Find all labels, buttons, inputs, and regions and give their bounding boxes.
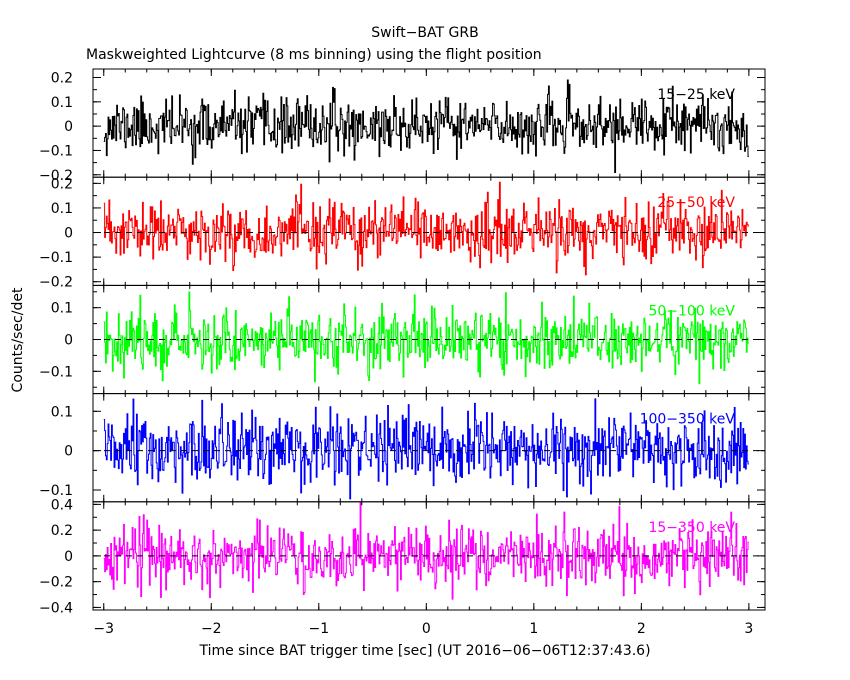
lightcurve-series-15-350-kev bbox=[103, 501, 749, 600]
ytick-label: 0.2 bbox=[51, 523, 73, 539]
chart-subtitle: Maskweighted Lightcurve (8 ms binning) u… bbox=[86, 47, 542, 63]
lightcurve-series-15-25-kev bbox=[103, 79, 749, 174]
ytick-label: −0.2 bbox=[39, 275, 73, 291]
ytick-label: 0 bbox=[64, 226, 73, 242]
ytick-label: 0.4 bbox=[51, 497, 73, 513]
panel-15-350-kev: −0.4 −0.2 0 0.2 0.4 15−350 keV bbox=[39, 497, 766, 616]
ytick-label: 0.1 bbox=[51, 201, 73, 217]
ytick-label: 0.1 bbox=[51, 95, 73, 111]
ytick-label: −0.1 bbox=[39, 250, 73, 266]
chart-title: Swift−BAT GRB bbox=[371, 25, 478, 41]
panel-50-100-kev: −0.1 0 0.1 50−100 keV bbox=[39, 284, 766, 395]
xtick-label: −1 bbox=[308, 621, 329, 637]
ytick-label: −0.1 bbox=[39, 483, 73, 499]
band-label-15-25-kev: 15−25 keV bbox=[657, 87, 735, 103]
ytick-label: 0.2 bbox=[51, 176, 73, 192]
ytick-label: 0.1 bbox=[51, 301, 73, 317]
xtick-label: −3 bbox=[93, 621, 114, 637]
xtick-label: 0 bbox=[422, 621, 431, 637]
x-axis-label: Time since BAT trigger time [sec] (UT 20… bbox=[198, 643, 650, 659]
ytick-label: −0.2 bbox=[39, 575, 73, 591]
ytick-label: −0.1 bbox=[39, 143, 73, 159]
ytick-label: −0.4 bbox=[39, 600, 73, 616]
ytick-label: 0 bbox=[64, 444, 73, 460]
band-label-25-50-kev: 25−50 keV bbox=[657, 195, 735, 211]
y-axis-label: Counts/sec/det bbox=[10, 287, 26, 392]
panel-25-50-kev: −0.2 −0.1 0 0.1 0.2 25−50 keV bbox=[39, 176, 766, 291]
panels: −0.2 −0.1 0 0.1 0.2 15−25 keV −0.2 −0.1 0 0.1 0.2 2… bbox=[39, 68, 766, 616]
x-axis: −3 −2 −1 0 1 2 3 bbox=[93, 621, 753, 637]
lightcurve-series-25-50-kev bbox=[103, 181, 749, 276]
band-label-15-350-kev: 15−350 keV bbox=[648, 520, 735, 536]
band-label-100-350-kev: 100−350 keV bbox=[640, 412, 736, 428]
band-label-50-100-kev: 50−100 keV bbox=[648, 303, 735, 319]
ytick-label: 0.2 bbox=[51, 71, 73, 87]
panel-100-350-kev: −0.1 0 0.1 100−350 keV bbox=[39, 393, 766, 503]
ytick-label: 0 bbox=[64, 119, 73, 135]
panel-15-25-kev: −0.2 −0.1 0 0.1 0.2 15−25 keV bbox=[39, 68, 766, 184]
xtick-label: 3 bbox=[744, 621, 753, 637]
xtick-label: 2 bbox=[637, 621, 646, 637]
ytick-label: 0 bbox=[64, 333, 73, 349]
lightcurve-series-100-350-kev bbox=[103, 398, 749, 500]
xtick-label: 1 bbox=[529, 621, 538, 637]
xtick-label: −2 bbox=[201, 621, 222, 637]
lightcurve-series-50-100-kev bbox=[103, 291, 749, 385]
ytick-label: −0.1 bbox=[39, 364, 73, 380]
ytick-label: 0 bbox=[64, 549, 73, 565]
ytick-label: −0.2 bbox=[39, 168, 73, 184]
ytick-label: 0.1 bbox=[51, 404, 73, 420]
